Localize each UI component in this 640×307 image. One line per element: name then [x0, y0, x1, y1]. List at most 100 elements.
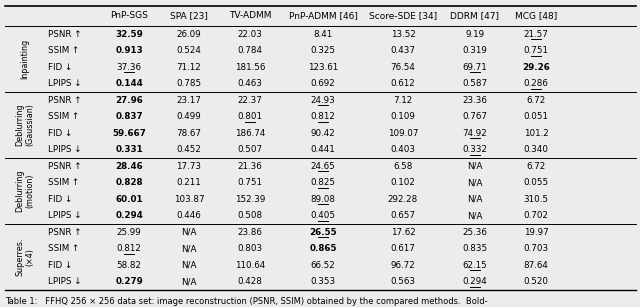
- Text: Superres.
(×4): Superres. (×4): [15, 238, 35, 276]
- Text: FID ↓: FID ↓: [48, 129, 72, 138]
- Text: 0.524: 0.524: [177, 46, 202, 55]
- Text: MCG [48]: MCG [48]: [515, 11, 557, 21]
- Text: 0.405: 0.405: [310, 211, 335, 220]
- Text: 25.99: 25.99: [116, 228, 141, 237]
- Text: 24.93: 24.93: [310, 96, 335, 105]
- Text: 0.446: 0.446: [177, 211, 202, 220]
- Text: 96.72: 96.72: [390, 261, 415, 270]
- Text: 21.36: 21.36: [237, 162, 262, 171]
- Text: 101.2: 101.2: [524, 129, 548, 138]
- Text: Table 1:   FFHQ 256 × 256 data set: image reconstruction (PSNR, SSIM) obtained b: Table 1: FFHQ 256 × 256 data set: image …: [5, 297, 488, 305]
- Text: 0.837: 0.837: [115, 112, 143, 121]
- Text: 6.72: 6.72: [526, 96, 546, 105]
- Text: Inpainting: Inpainting: [20, 39, 29, 79]
- Text: 103.87: 103.87: [173, 195, 204, 204]
- Text: 0.784: 0.784: [237, 46, 262, 55]
- Text: FID ↓: FID ↓: [48, 261, 72, 270]
- Text: 60.01: 60.01: [115, 195, 143, 204]
- Text: N/A: N/A: [181, 244, 196, 253]
- Text: SSIM ↑: SSIM ↑: [48, 178, 79, 187]
- Text: 0.294: 0.294: [115, 211, 143, 220]
- Text: 0.751: 0.751: [237, 178, 262, 187]
- Text: 29.26: 29.26: [522, 63, 550, 72]
- Text: 0.692: 0.692: [310, 79, 335, 88]
- Text: 0.109: 0.109: [390, 112, 415, 121]
- Text: SSIM ↑: SSIM ↑: [48, 244, 79, 253]
- Text: 6.72: 6.72: [526, 162, 546, 171]
- Text: 0.294: 0.294: [463, 277, 488, 286]
- Text: PSNR ↑: PSNR ↑: [48, 96, 82, 105]
- Text: N/A: N/A: [181, 261, 196, 270]
- Text: 25.36: 25.36: [463, 228, 488, 237]
- Text: Deblurring
(motion): Deblurring (motion): [15, 170, 35, 212]
- Text: 110.64: 110.64: [235, 261, 265, 270]
- Text: 0.865: 0.865: [309, 244, 337, 253]
- Text: 0.617: 0.617: [390, 244, 415, 253]
- Text: 0.437: 0.437: [390, 46, 415, 55]
- Text: TV-ADMM: TV-ADMM: [228, 11, 271, 21]
- Text: 8.41: 8.41: [314, 30, 333, 39]
- Text: LPIPS ↓: LPIPS ↓: [48, 145, 82, 154]
- Text: 24.65: 24.65: [310, 162, 335, 171]
- Text: 0.812: 0.812: [116, 244, 141, 253]
- Text: 21.57: 21.57: [524, 30, 548, 39]
- Text: 0.055: 0.055: [524, 178, 548, 187]
- Text: SSIM ↑: SSIM ↑: [48, 112, 79, 121]
- Text: 6.58: 6.58: [394, 162, 413, 171]
- Text: 0.286: 0.286: [524, 79, 548, 88]
- Text: 0.913: 0.913: [115, 46, 143, 55]
- Text: 0.767: 0.767: [463, 112, 488, 121]
- Text: 0.463: 0.463: [237, 79, 262, 88]
- Text: 0.211: 0.211: [177, 178, 202, 187]
- Text: 58.82: 58.82: [116, 261, 141, 270]
- Text: 0.102: 0.102: [390, 178, 415, 187]
- Text: 181.56: 181.56: [235, 63, 265, 72]
- Text: 186.74: 186.74: [235, 129, 265, 138]
- Text: 0.612: 0.612: [390, 79, 415, 88]
- Text: 78.67: 78.67: [177, 129, 202, 138]
- Text: 69.71: 69.71: [463, 63, 488, 72]
- Text: 76.54: 76.54: [390, 63, 415, 72]
- Text: 9.19: 9.19: [465, 30, 484, 39]
- Text: LPIPS ↓: LPIPS ↓: [48, 211, 82, 220]
- Text: 0.507: 0.507: [237, 145, 262, 154]
- Text: PSNR ↑: PSNR ↑: [48, 228, 82, 237]
- Text: 22.37: 22.37: [237, 96, 262, 105]
- Text: 7.12: 7.12: [394, 96, 413, 105]
- Text: 152.39: 152.39: [235, 195, 265, 204]
- Text: 27.96: 27.96: [115, 96, 143, 105]
- Text: 87.64: 87.64: [524, 261, 548, 270]
- Text: 26.09: 26.09: [177, 30, 202, 39]
- Text: LPIPS ↓: LPIPS ↓: [48, 79, 82, 88]
- Text: 0.702: 0.702: [524, 211, 548, 220]
- Text: PSNR ↑: PSNR ↑: [48, 30, 82, 39]
- Text: LPIPS ↓: LPIPS ↓: [48, 277, 82, 286]
- Text: FID ↓: FID ↓: [48, 195, 72, 204]
- Text: 0.452: 0.452: [177, 145, 202, 154]
- Text: 109.07: 109.07: [388, 129, 419, 138]
- Text: 19.97: 19.97: [524, 228, 548, 237]
- Text: PnP-SGS: PnP-SGS: [110, 11, 148, 21]
- Text: 62.15: 62.15: [463, 261, 488, 270]
- Text: 0.803: 0.803: [237, 244, 262, 253]
- Text: 28.46: 28.46: [115, 162, 143, 171]
- Text: 0.279: 0.279: [115, 277, 143, 286]
- Text: 0.403: 0.403: [390, 145, 415, 154]
- Text: 0.825: 0.825: [310, 178, 335, 187]
- Text: 123.61: 123.61: [308, 63, 338, 72]
- Text: 0.563: 0.563: [390, 277, 415, 286]
- Text: 74.92: 74.92: [463, 129, 488, 138]
- Text: 0.657: 0.657: [390, 211, 415, 220]
- Text: 0.144: 0.144: [115, 79, 143, 88]
- Text: 13.52: 13.52: [390, 30, 415, 39]
- Text: 0.051: 0.051: [524, 112, 548, 121]
- Text: 0.828: 0.828: [115, 178, 143, 187]
- Text: 90.42: 90.42: [310, 129, 335, 138]
- Text: N/A: N/A: [467, 211, 483, 220]
- Text: 0.332: 0.332: [463, 145, 488, 154]
- Text: N/A: N/A: [181, 228, 196, 237]
- Text: 37.36: 37.36: [116, 63, 141, 72]
- Text: 0.319: 0.319: [463, 46, 488, 55]
- Text: 26.55: 26.55: [309, 228, 337, 237]
- Text: DDRM [47]: DDRM [47]: [451, 11, 499, 21]
